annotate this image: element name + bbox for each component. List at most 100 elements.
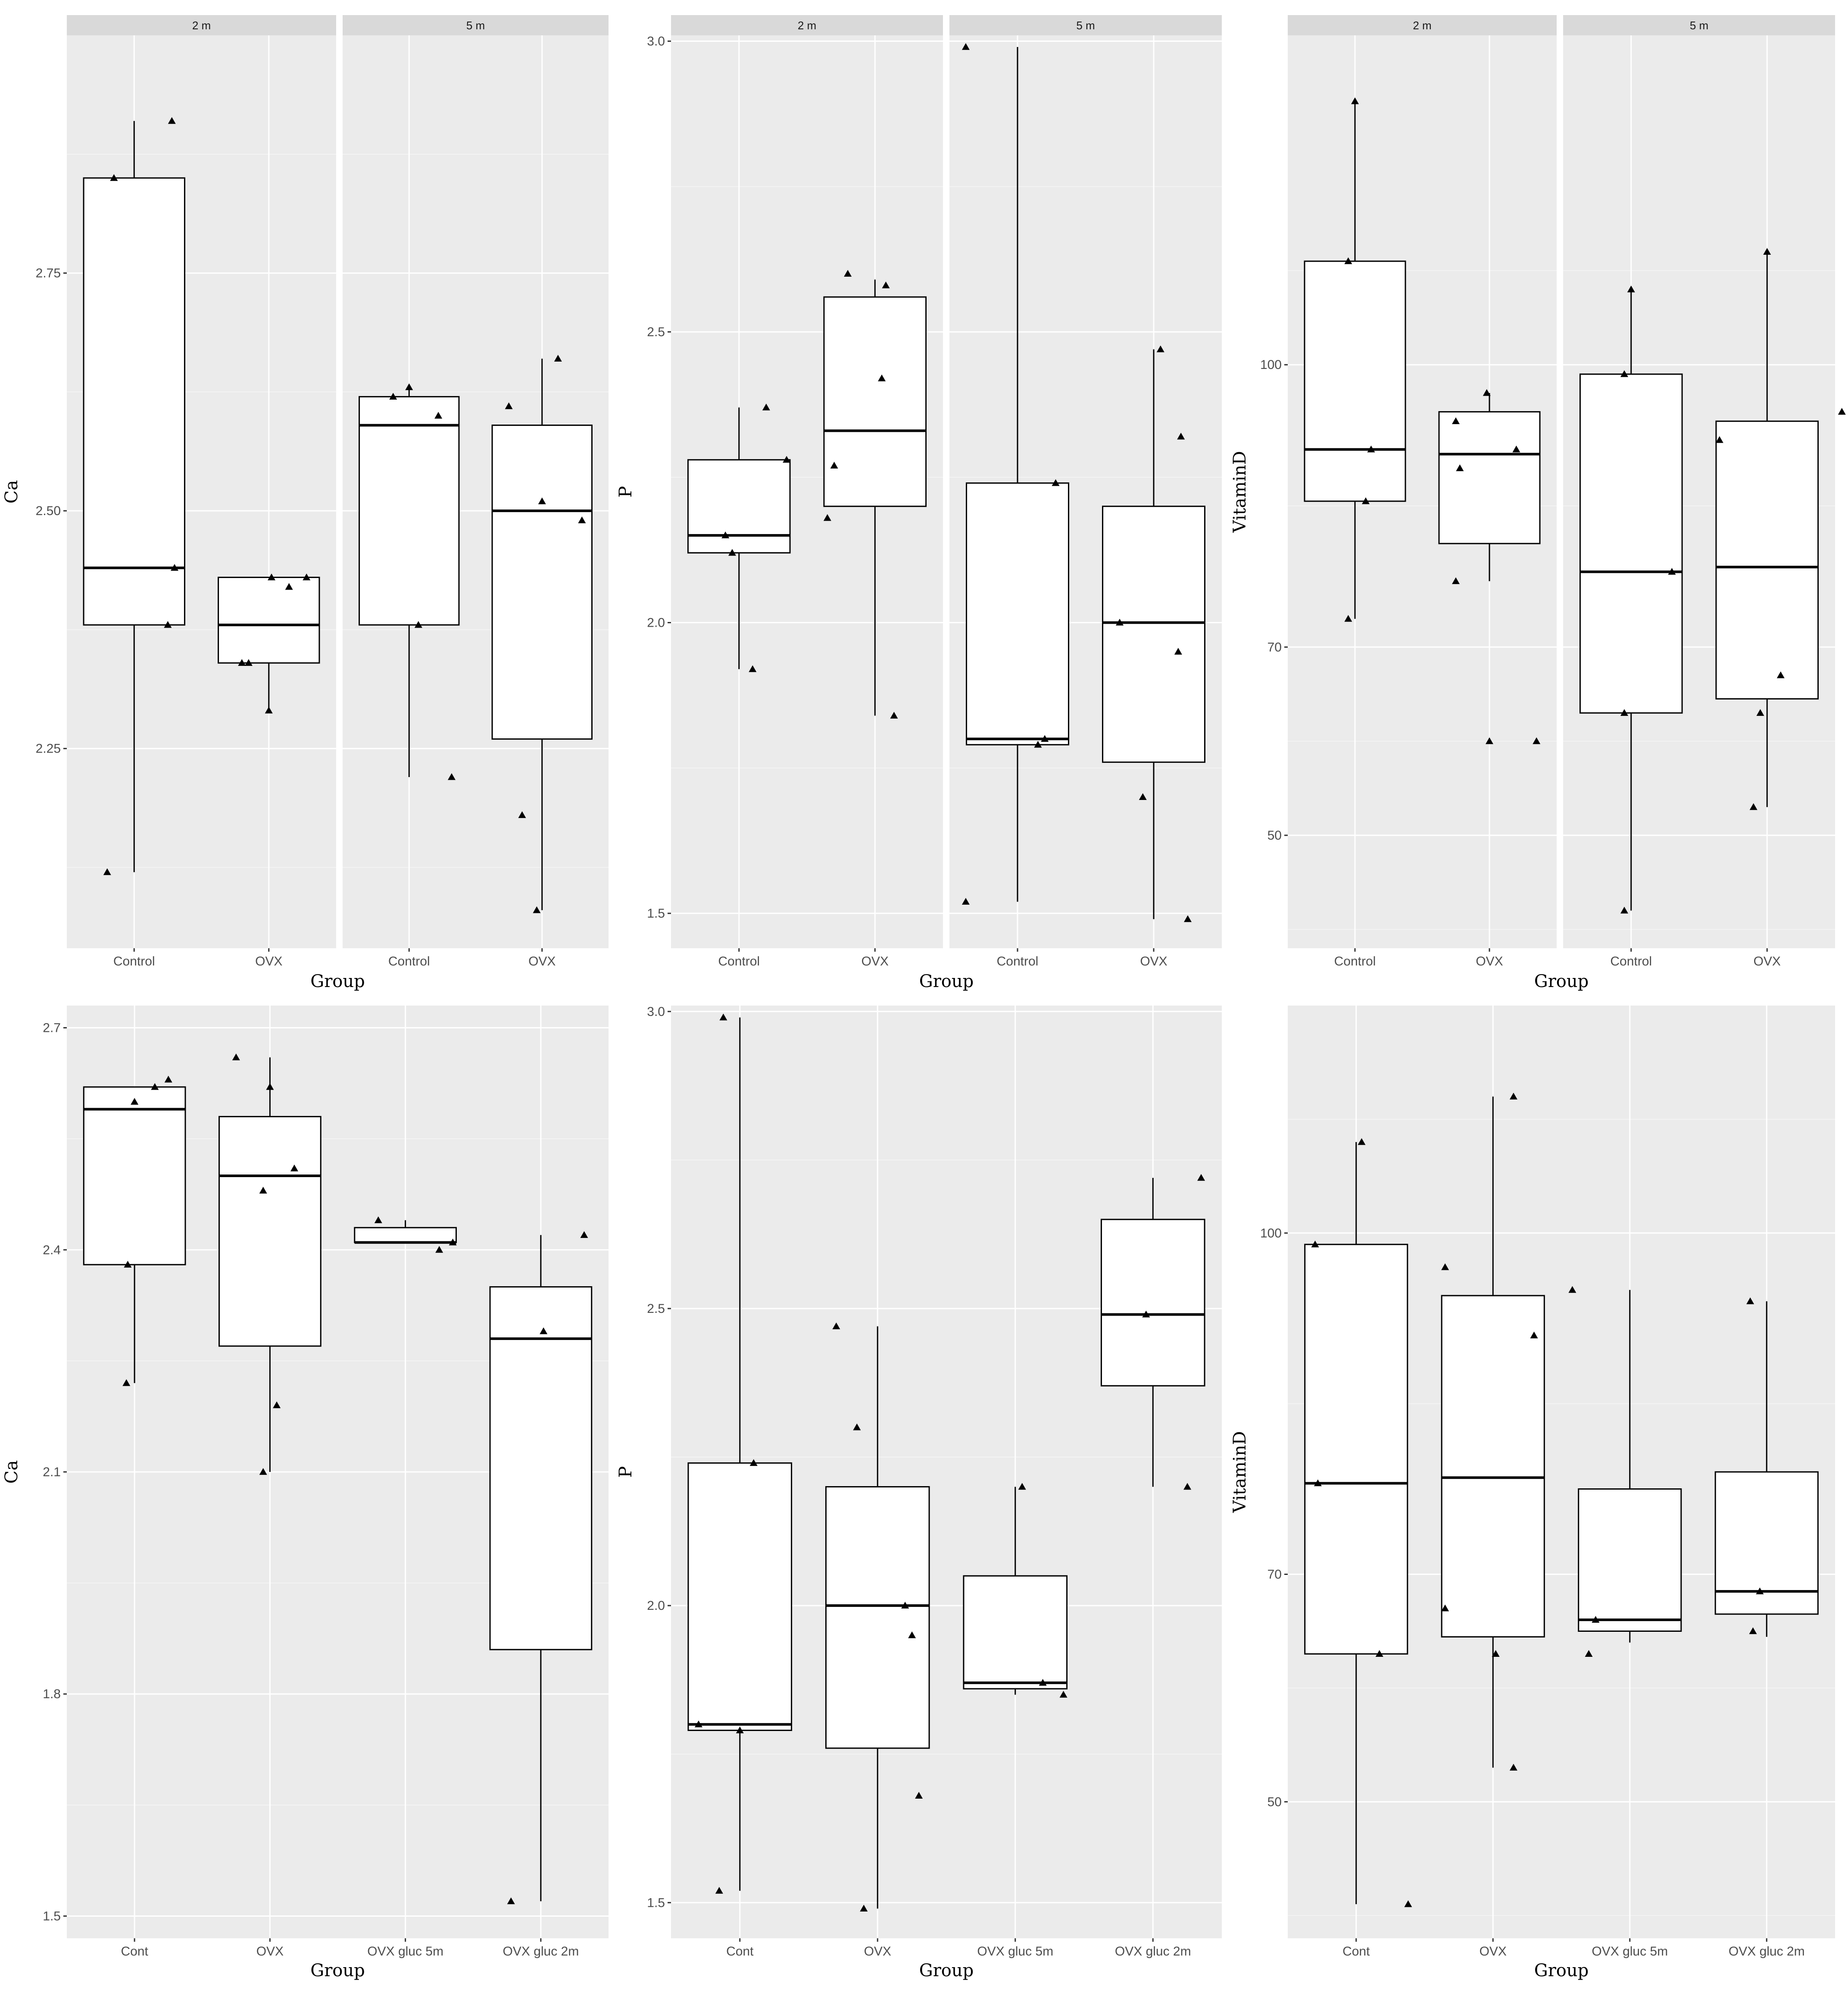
facet-strip-label: 2 m [192, 19, 211, 32]
boxplot-cont [1304, 1142, 1408, 1904]
facet-strip [949, 15, 1222, 35]
y-tick-label: 1.8 [43, 1687, 61, 1701]
data-point [1441, 1604, 1449, 1612]
y-axis-title: VitaminD [1230, 1431, 1250, 1513]
data-point [131, 1098, 139, 1105]
box-iqr [687, 1462, 793, 1731]
boxplot-ovx [1715, 252, 1819, 807]
chart-vitamind-by-group: Cont OVX OVX gluc 5m OVX gluc 2m 50 70 100 Grou… [1230, 1006, 1835, 1981]
boxplot-ovx-gluc-2m [489, 1235, 593, 1902]
data-point [110, 174, 118, 181]
panel: Cont OVX OVX gluc 5m OVX gluc 2m [671, 1006, 1222, 1959]
data-point [389, 393, 397, 400]
data-point [1059, 1690, 1068, 1698]
x-tick-label: Control [718, 954, 760, 968]
panel: 5 m Control OVX [1563, 15, 1846, 968]
data-point [1509, 1093, 1517, 1100]
data-point [901, 1602, 909, 1609]
x-tick-label: Control [997, 954, 1039, 968]
y-axis-title: Ca [2, 480, 22, 503]
boxplot-control [1579, 289, 1683, 911]
facet-strip [1288, 15, 1557, 35]
boxplot-ovx-gluc-2m [1100, 1178, 1205, 1487]
chart-p-by-time: 2 m Control OVX 5 m Control OVX 1.5 2.0 2.5 3.0 Gr… [616, 15, 1222, 991]
data-point [168, 117, 176, 124]
y-tick-label: 100 [1260, 358, 1282, 372]
data-point [694, 1720, 702, 1728]
data-point [578, 516, 586, 523]
x-tick-label: Control [388, 954, 430, 968]
boxplot-ovx [1438, 393, 1541, 581]
data-point [164, 1075, 172, 1083]
data-point [1314, 1479, 1322, 1487]
box-iqr [1714, 1471, 1819, 1615]
data-point [882, 281, 890, 288]
x-tick-label: OVX gluc 2m [503, 1944, 579, 1959]
boxplot-cont [687, 1017, 793, 1891]
x-axis-title: Group [1534, 972, 1589, 991]
panel: Cont OVX OVX gluc 5m OVX gluc 2m [67, 1006, 609, 1959]
y-tick-label: 2.4 [43, 1243, 61, 1257]
boxplot-control [687, 407, 791, 669]
data-point [1452, 417, 1460, 424]
facet-strip [671, 15, 943, 35]
boxplot-control [83, 121, 185, 872]
chart-p-by-group: Cont OVX OVX gluc 5m OVX gluc 2m 1.5 2.0 2.5 3.… [616, 1005, 1222, 1981]
boxplot-ovx-gluc-5m [963, 1487, 1068, 1695]
data-point [1174, 647, 1182, 655]
chart-ca-by-time: 2 m Control OVX 5 m Control OVX 2.25 2.50 2.75 Gr… [2, 15, 609, 991]
data-point [1776, 671, 1785, 678]
facet-strip-label: 5 m [1690, 19, 1708, 32]
x-tick-label: Control [113, 954, 155, 968]
data-point [860, 1905, 868, 1912]
data-point [823, 514, 831, 521]
data-point [1358, 1138, 1366, 1145]
data-point [844, 270, 852, 277]
data-point [1533, 737, 1541, 744]
x-tick-label: OVX [1476, 954, 1503, 968]
data-point [1627, 285, 1635, 293]
facet-strip [343, 15, 609, 35]
x-tick-label: OVX [528, 954, 556, 968]
data-point [749, 665, 757, 672]
y-tick-label: 1.5 [647, 1896, 665, 1910]
box-iqr [219, 1116, 322, 1347]
box-iqr [1102, 506, 1205, 763]
data-point [878, 374, 886, 381]
chart-vitamind-by-time: 2 m Control OVX 5 m Control OVX 50 70 100 Group Vi… [1230, 15, 1846, 991]
data-point [1441, 1263, 1449, 1270]
data-point [1184, 915, 1192, 922]
data-point [1592, 1616, 1600, 1623]
data-point [1311, 1240, 1319, 1247]
y-tick-label: 1.5 [647, 906, 665, 921]
boxplot-ovx [823, 279, 927, 716]
y-tick-label: 3.0 [647, 1005, 665, 1019]
boxplot-ovx [1441, 1097, 1545, 1768]
y-tick-label: 2.50 [36, 504, 61, 518]
x-tick-label: OVX gluc 5m [367, 1944, 443, 1959]
data-point [554, 355, 562, 362]
data-point [259, 1187, 267, 1194]
data-point [238, 659, 246, 666]
y-tick-label: 100 [1260, 1226, 1282, 1240]
data-point [749, 1459, 758, 1466]
data-point [266, 1083, 274, 1090]
y-tick-label: 2.0 [647, 616, 665, 630]
data-point [1197, 1174, 1205, 1181]
data-point [1041, 735, 1049, 742]
chart-ca-by-group: Cont OVX OVX gluc 5m OVX gluc 2m 1.5 1.8 2.1 2.… [2, 1006, 609, 1981]
data-point [1404, 1900, 1412, 1907]
x-tick-label: OVX [256, 1944, 284, 1959]
data-point [1142, 1310, 1150, 1318]
data-point [303, 573, 311, 581]
data-point [1838, 408, 1846, 415]
x-tick-label: OVX [862, 954, 889, 968]
data-point [1452, 577, 1460, 584]
data-point [1344, 615, 1352, 622]
data-point [1492, 1650, 1500, 1657]
panel: 5 m Control OVX [343, 15, 609, 968]
data-point [1749, 1627, 1757, 1634]
data-point [151, 1083, 159, 1090]
facet-strip-label: 2 m [798, 19, 816, 32]
x-tick-label: OVX [255, 954, 282, 968]
